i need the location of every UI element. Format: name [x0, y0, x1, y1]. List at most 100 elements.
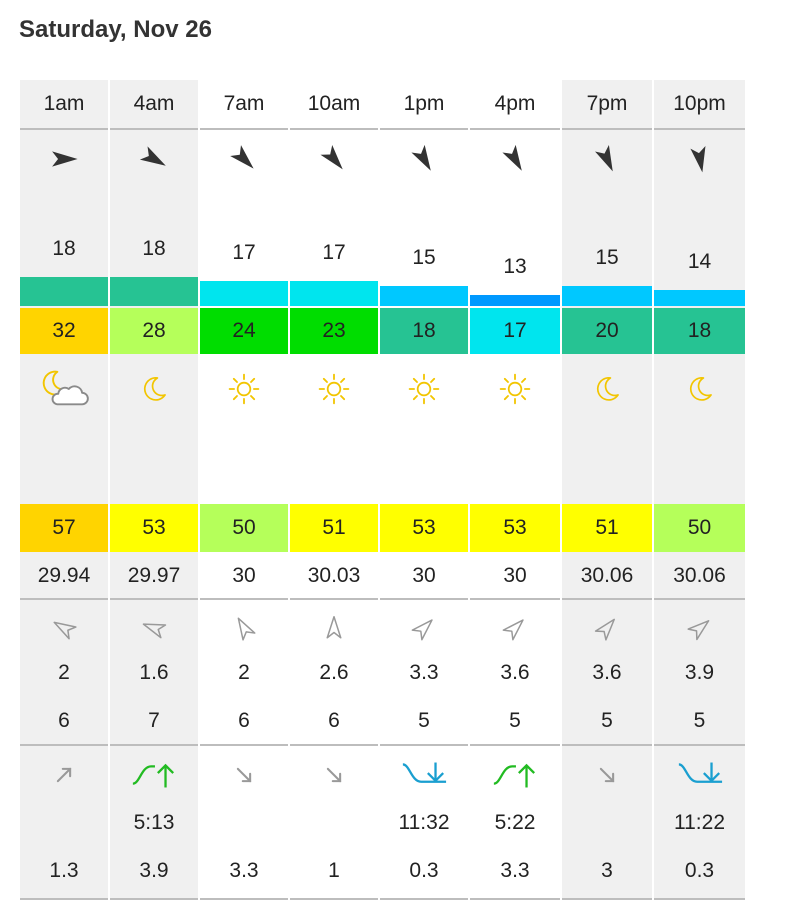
- wind-arrow-icon: [411, 144, 431, 171]
- wind-gust-value: 18: [380, 308, 468, 354]
- wave-period-value: 5: [601, 709, 613, 732]
- tide-time: 5:22: [494, 811, 536, 834]
- wind-speed-bar: [562, 286, 652, 306]
- row-divider: [110, 898, 198, 900]
- wave-direction: [20, 608, 108, 648]
- temperature-value: 53: [470, 504, 560, 552]
- tide-indicator: [380, 754, 468, 796]
- weather-condition: [110, 364, 198, 414]
- temperature-value: 53: [380, 504, 468, 552]
- row-divider: [290, 744, 378, 746]
- temperature-value: 50: [654, 504, 745, 552]
- high-tide-icon: [493, 763, 536, 788]
- forecast-column: 7pm 15 20 51 30.06 3.6 5 3: [562, 80, 652, 900]
- tide-falling-arrow-icon: [326, 767, 342, 783]
- wave-arrow-icon: [53, 621, 77, 640]
- tide-indicator: [200, 754, 288, 796]
- row-divider: [654, 598, 745, 600]
- wind-speed-graph: 17: [200, 238, 288, 306]
- wind-arrow-icon: [52, 151, 78, 167]
- wave-direction: [470, 608, 560, 648]
- row-divider: [470, 598, 560, 600]
- row-divider: [110, 598, 198, 600]
- wind-speed-value: 18: [52, 237, 76, 260]
- moon-icon: [143, 377, 166, 401]
- tide-falling-arrow-icon: [236, 767, 252, 783]
- pressure-value: 30: [503, 564, 527, 587]
- wind-direction: [470, 136, 560, 182]
- wind-speed-graph: 13: [470, 238, 560, 306]
- wind-speed-bar: [20, 277, 108, 306]
- hour-label: 10am: [307, 92, 361, 115]
- tide-rising-arrow-icon: [56, 767, 72, 783]
- row-divider: [470, 744, 560, 746]
- row-divider: [200, 744, 288, 746]
- tide-indicator: [470, 754, 560, 796]
- wind-arrow-icon: [320, 144, 343, 170]
- weather-condition: [380, 364, 468, 414]
- wind-gust-value: 32: [20, 308, 108, 354]
- wind-direction: [200, 136, 288, 182]
- row-divider: [380, 598, 468, 600]
- row-divider: [380, 744, 468, 746]
- wind-direction: [380, 136, 468, 182]
- weather-condition: [654, 364, 745, 414]
- weather-condition: [470, 364, 560, 414]
- forecast-column: 7am 17 24 50 30 2 6 3.3: [200, 80, 288, 900]
- wind-speed-bar: [290, 281, 378, 306]
- wind-arrow-icon: [689, 145, 705, 173]
- row-divider: [200, 598, 288, 600]
- pressure-value: 29.94: [37, 564, 91, 587]
- tide-height-value: 1.3: [49, 859, 79, 882]
- row-divider: [562, 744, 652, 746]
- wind-speed-bar: [200, 281, 288, 306]
- wave-direction: [562, 608, 652, 648]
- tide-height-value: 0.3: [684, 859, 715, 882]
- moon-icon: [596, 377, 619, 401]
- row-divider: [562, 598, 652, 600]
- wind-speed-graph: 18: [20, 237, 108, 306]
- wind-direction: [562, 136, 652, 182]
- wind-speed-graph: 18: [110, 237, 198, 306]
- tide-height-value: 3.9: [139, 859, 169, 882]
- wind-direction: [654, 136, 745, 182]
- wind-speed-bar: [470, 295, 560, 306]
- row-divider: [200, 898, 288, 900]
- tide-time: [20, 808, 108, 838]
- hour-label: 4am: [133, 92, 175, 115]
- wave-height-value: 2: [58, 661, 70, 684]
- wave-direction: [654, 608, 745, 648]
- tide-indicator: [20, 754, 108, 796]
- row-divider: [562, 128, 652, 130]
- tide-indicator: [290, 754, 378, 796]
- pressure-value: 30.03: [307, 564, 361, 587]
- tide-time: [290, 808, 378, 838]
- low-tide-icon: [678, 762, 722, 783]
- high-tide-icon: [132, 763, 175, 788]
- temperature-value: 57: [20, 504, 108, 552]
- pressure-value: 29.97: [127, 564, 181, 587]
- hour-label: 7am: [223, 92, 265, 115]
- wave-height-value: 1.6: [139, 661, 169, 684]
- tide-time: 11:22: [674, 811, 725, 834]
- forecast-column: 4pm 13 17 53 30 3.6 5 5:22 3.3: [470, 80, 560, 900]
- tide-time: [562, 808, 652, 838]
- pressure-value: 30: [232, 564, 256, 587]
- wave-direction: [110, 608, 198, 648]
- wind-arrow-icon: [139, 146, 166, 166]
- wind-speed-graph: 15: [562, 238, 652, 306]
- weather-condition: [562, 364, 652, 414]
- weather-condition: [200, 364, 288, 414]
- wind-speed-value: 18: [142, 237, 166, 260]
- temperature-value: 50: [200, 504, 288, 552]
- pressure-value: 30.06: [673, 564, 726, 587]
- wind-arrow-icon: [595, 144, 613, 172]
- row-divider: [470, 128, 560, 130]
- forecast-column: 10pm 14 18 50 30.06 3.9 5 11:22 0.3: [654, 80, 745, 900]
- weather-condition: [290, 364, 378, 414]
- tide-height-value: 3.3: [500, 859, 530, 882]
- wave-period-value: 5: [509, 709, 521, 732]
- wave-height-value: 3.6: [592, 661, 622, 684]
- row-divider: [380, 898, 468, 900]
- row-divider: [654, 898, 745, 900]
